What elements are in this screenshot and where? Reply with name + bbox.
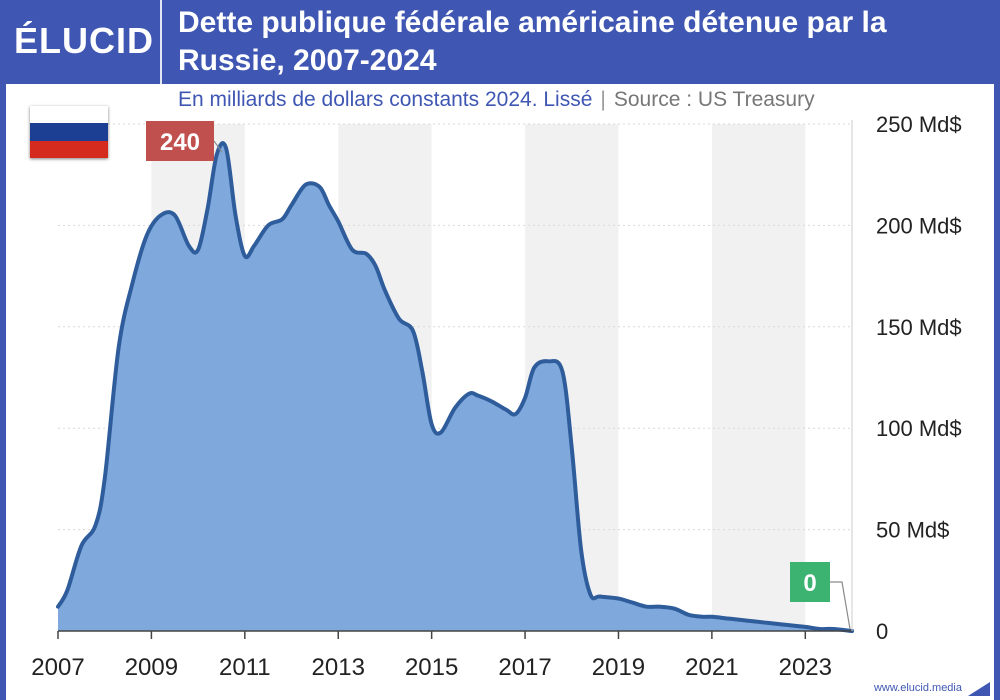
annotation-max: 240	[146, 121, 223, 161]
header-bar: ÉLUCID Dette publique fédérale américain…	[0, 0, 1000, 84]
annotation-label-0: 240	[160, 129, 200, 156]
x-tick-label-7: 2021	[685, 654, 738, 681]
x-tick-label-6: 2019	[592, 654, 645, 681]
annotation-label-1: 0	[803, 570, 816, 597]
annotation-leader-1	[830, 581, 851, 630]
logo-divider	[160, 0, 162, 84]
flag-stripe-red	[30, 140, 108, 158]
annotation-min: 0	[790, 562, 851, 630]
y-tick-label-3: 150 Md$	[876, 315, 962, 340]
chart-title: Dette publique fédérale américaine déten…	[178, 6, 887, 77]
x-tick-label-4: 2015	[405, 654, 458, 681]
russia-flag-icon	[30, 106, 108, 158]
subtitle-text: En milliards de dollars constants 2024. …	[178, 88, 593, 111]
elucid-logo: ÉLUCID	[14, 20, 154, 61]
chart-frame	[0, 84, 1000, 700]
y-tick-label-5: 250 Md$	[876, 112, 962, 137]
y-tick-label-4: 200 Md$	[876, 213, 962, 238]
source-text: Source : US Treasury	[613, 88, 815, 111]
x-tick-label-8: 2023	[779, 654, 832, 681]
y-tick-label-1: 50 Md$	[876, 518, 949, 543]
subtitle-separator: |	[600, 88, 606, 111]
annotation-leader-0	[213, 140, 223, 153]
elucid-mark-icon	[968, 682, 990, 696]
flag-stripe-white	[30, 106, 108, 124]
x-tick-label-2: 2011	[219, 654, 271, 681]
footer-url: www.elucid.media	[873, 682, 962, 694]
y-tick-label-0: 0	[876, 619, 888, 644]
x-tick-label-5: 2017	[498, 654, 551, 681]
flag-stripe-blue	[30, 123, 108, 141]
series-area	[58, 143, 852, 631]
x-tick-label-3: 2013	[312, 654, 365, 681]
series-line	[56, 141, 854, 633]
annotation-box-0	[146, 121, 214, 161]
x-tick-label-1: 2009	[125, 654, 178, 681]
y-tick-label-2: 100 Md$	[876, 416, 962, 441]
x-tick-label-0: 2007	[31, 654, 84, 681]
chart-subtitle: En milliards de dollars constants 2024. …	[178, 88, 815, 112]
annotation-box-1	[790, 562, 830, 602]
shaded-band-3	[711, 124, 806, 631]
